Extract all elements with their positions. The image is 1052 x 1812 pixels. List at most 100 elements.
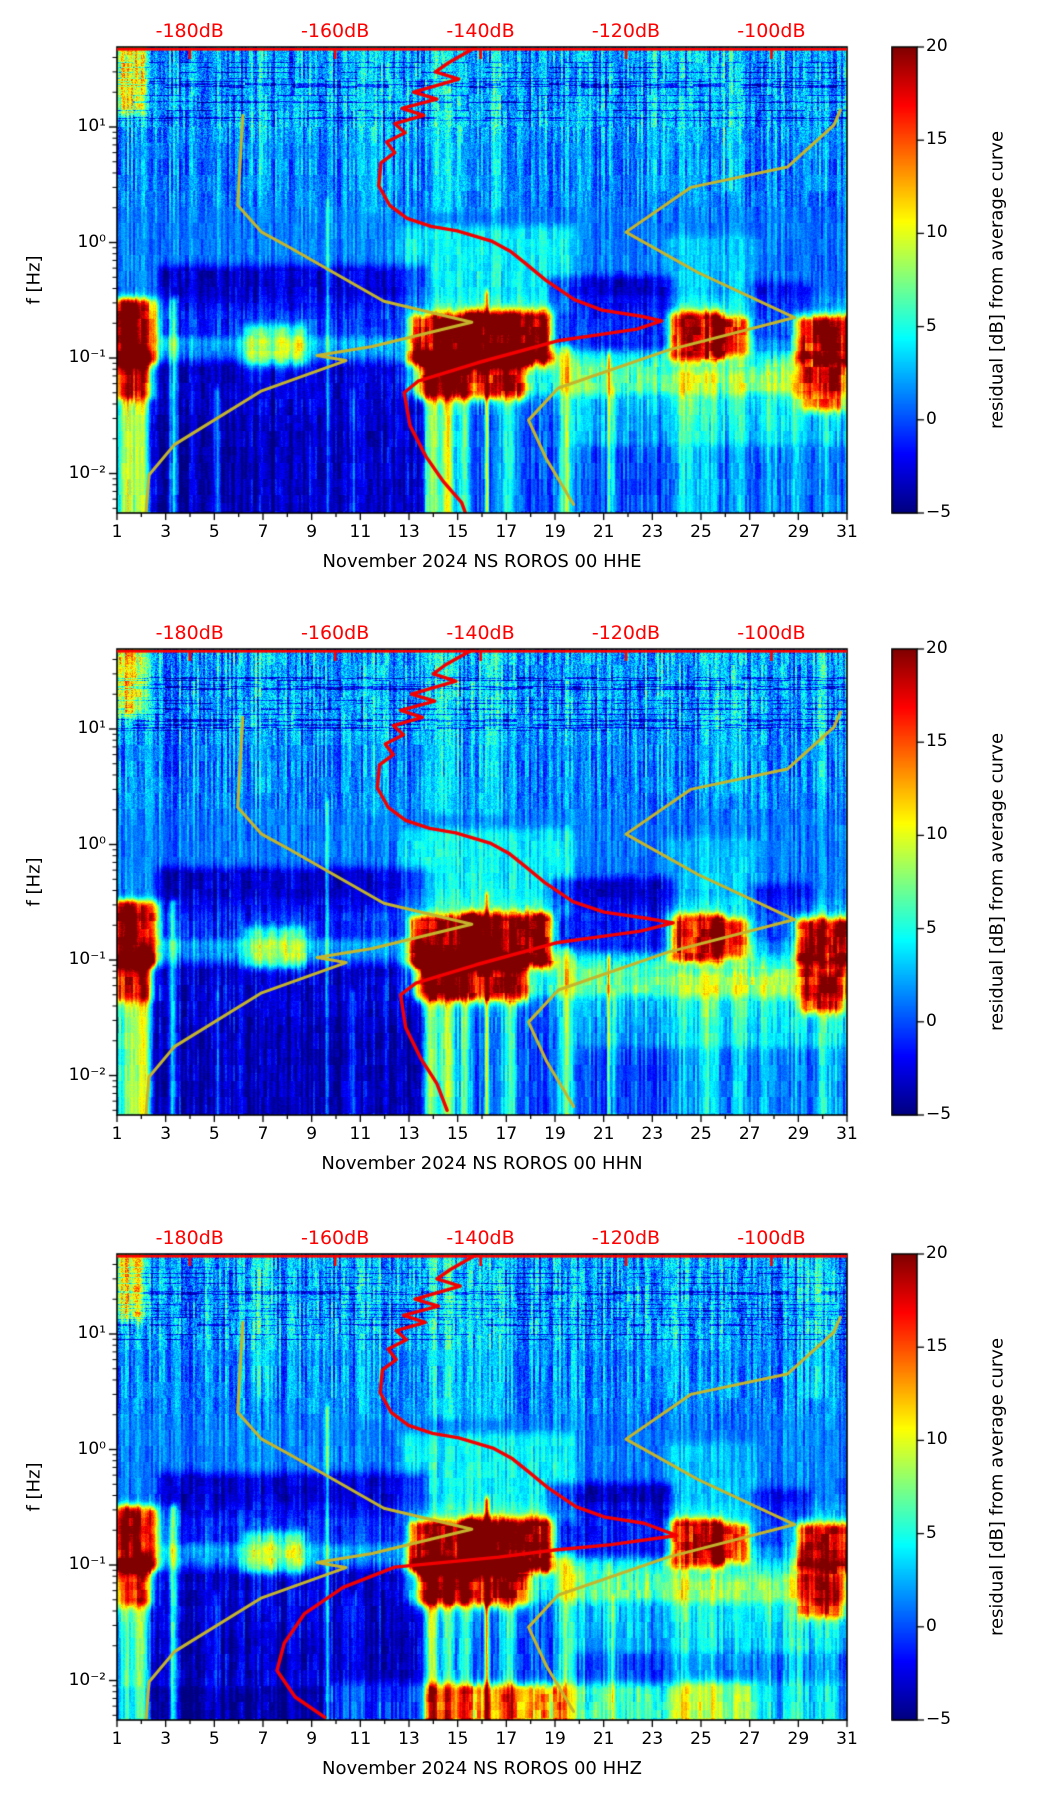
x-axis-tick-label: 1 bbox=[111, 1729, 123, 1749]
x-axis-tick-label: 7 bbox=[257, 522, 269, 542]
figure-hhn: f [Hz] November 2024 NS ROROS 00 HHN res… bbox=[0, 602, 1052, 1207]
y-axis-label: f [Hz] bbox=[23, 1462, 45, 1512]
colorbar-tick-label: 20 bbox=[926, 638, 948, 658]
spectrogram-canvas-hhz bbox=[107, 1244, 857, 1730]
x-axis-label: November 2024 NS ROROS 00 HHN bbox=[321, 1153, 643, 1174]
top-axis-tick-label: -140dB bbox=[446, 20, 515, 42]
x-axis-tick-label: 3 bbox=[160, 1124, 172, 1144]
colorbar-tick-label: 5 bbox=[926, 315, 937, 336]
colorbar-tick-label: 5 bbox=[926, 917, 937, 938]
x-axis-tick-label: 31 bbox=[836, 1124, 858, 1144]
top-axis-tick-label: -180dB bbox=[155, 622, 224, 644]
x-axis-tick-label: 25 bbox=[690, 1729, 712, 1749]
x-axis-tick-label: 19 bbox=[544, 522, 566, 542]
y-axis-tick-label: 10¹ bbox=[77, 116, 106, 136]
x-axis-tick-label: 15 bbox=[446, 1729, 469, 1749]
x-axis-tick-label: 5 bbox=[208, 522, 220, 542]
x-axis-tick-label: 13 bbox=[398, 522, 420, 542]
top-axis-tick-label: -140dB bbox=[446, 1227, 515, 1249]
x-axis-tick-label: 25 bbox=[690, 522, 712, 542]
colorbar-tick-label: 20 bbox=[926, 1243, 948, 1263]
x-axis-tick-label: 27 bbox=[738, 1124, 761, 1144]
x-axis-tick-label: 17 bbox=[495, 1124, 518, 1144]
y-axis-tick-label: 10⁻² bbox=[68, 1064, 106, 1085]
x-axis-tick-label: 27 bbox=[738, 522, 761, 542]
x-axis-tick-label: 1 bbox=[111, 522, 123, 542]
x-axis-tick-label: 17 bbox=[495, 522, 518, 542]
colorbar-tick-label: 0 bbox=[926, 1010, 937, 1031]
x-axis-tick-label: 23 bbox=[641, 1729, 664, 1749]
x-axis-tick-label: 9 bbox=[306, 522, 318, 542]
x-axis-tick-label: 23 bbox=[641, 522, 664, 542]
x-axis-tick-label: 9 bbox=[306, 1729, 318, 1749]
y-axis-tick-label: 10¹ bbox=[77, 718, 106, 738]
y-axis-tick-label: 10⁻¹ bbox=[68, 1554, 106, 1575]
top-axis-tick-label: -100dB bbox=[737, 622, 806, 644]
top-axis-tick-label: -160dB bbox=[301, 1227, 370, 1249]
x-axis-tick-label: 15 bbox=[446, 1124, 469, 1144]
x-axis-tick-label: 27 bbox=[738, 1729, 761, 1749]
x-axis-tick-label: 15 bbox=[446, 522, 469, 542]
x-axis-tick-label: 7 bbox=[257, 1729, 269, 1749]
top-axis-tick-label: -160dB bbox=[301, 622, 370, 644]
x-axis-tick-label: 23 bbox=[641, 1124, 664, 1144]
top-axis-tick-label: -120dB bbox=[591, 622, 661, 644]
top-axis-tick-label: -180dB bbox=[155, 20, 224, 42]
top-axis-tick-label: -140dB bbox=[446, 622, 515, 644]
colorbar-label: residual [dB] from average curve bbox=[986, 732, 1008, 1032]
top-axis-tick-label: -120dB bbox=[591, 20, 661, 42]
colorbar-tick-label: 0 bbox=[926, 408, 937, 429]
y-axis-tick-label: 10¹ bbox=[77, 1323, 106, 1343]
x-axis-tick-label: 17 bbox=[495, 1729, 518, 1749]
x-axis-tick-label: 3 bbox=[160, 522, 172, 542]
colorbar-tick-label: 5 bbox=[926, 1522, 937, 1543]
y-axis-tick-label: 10⁻² bbox=[68, 462, 106, 483]
x-axis-tick-label: 11 bbox=[349, 522, 372, 542]
figure-hhz: f [Hz] November 2024 NS ROROS 00 HHZ res… bbox=[0, 1207, 1052, 1812]
top-axis-tick-label: -180dB bbox=[155, 1227, 224, 1249]
x-axis-tick-label: 25 bbox=[690, 1124, 712, 1144]
colorbar-tick-label: 20 bbox=[926, 36, 948, 56]
y-axis-label: f [Hz] bbox=[23, 857, 45, 907]
x-axis-tick-label: 11 bbox=[349, 1124, 372, 1144]
y-axis-label: f [Hz] bbox=[23, 255, 45, 305]
x-axis-tick-label: 29 bbox=[787, 1729, 810, 1749]
y-axis-tick-label: 10⁻¹ bbox=[68, 949, 106, 970]
x-axis-tick-label: 5 bbox=[208, 1729, 220, 1749]
colorbar-tick-label: 10 bbox=[926, 1429, 948, 1450]
spectrogram-canvas-hhe bbox=[107, 37, 857, 523]
x-axis-tick-label: 3 bbox=[160, 1729, 172, 1749]
colorbar-label: residual [dB] from average curve bbox=[986, 130, 1008, 430]
x-axis-tick-label: 11 bbox=[349, 1729, 372, 1749]
colorbar-tick-label: 15 bbox=[926, 731, 948, 752]
x-axis-tick-label: 31 bbox=[836, 522, 858, 542]
colorbar-tick-label: 0 bbox=[926, 1615, 937, 1636]
colorbar-tick-label: 10 bbox=[926, 824, 948, 845]
x-axis-tick-label: 1 bbox=[111, 1124, 123, 1144]
x-axis-tick-label: 19 bbox=[544, 1124, 566, 1144]
colorbar-tick-label: −5 bbox=[926, 1104, 952, 1124]
x-axis-tick-label: 9 bbox=[306, 1124, 318, 1144]
x-axis-label: November 2024 NS ROROS 00 HHE bbox=[322, 551, 642, 572]
x-axis-tick-label: 21 bbox=[592, 1124, 615, 1144]
top-axis-tick-label: -160dB bbox=[301, 20, 370, 42]
figure-hhe: f [Hz] November 2024 NS ROROS 00 HHE res… bbox=[0, 0, 1052, 605]
top-axis-tick-label: -120dB bbox=[591, 1227, 661, 1249]
x-axis-label: November 2024 NS ROROS 00 HHZ bbox=[321, 1758, 643, 1779]
x-axis-tick-label: 13 bbox=[398, 1729, 420, 1749]
y-axis-tick-label: 10⁻² bbox=[68, 1669, 106, 1690]
x-axis-tick-label: 21 bbox=[592, 522, 615, 542]
top-axis-tick-label: -100dB bbox=[737, 1227, 806, 1249]
y-axis-tick-label: 10⁰ bbox=[77, 833, 106, 854]
x-axis-tick-label: 19 bbox=[544, 1729, 566, 1749]
x-axis-tick-label: 5 bbox=[208, 1124, 220, 1144]
colorbar-canvas-hhz bbox=[891, 1244, 936, 1730]
colorbar-tick-label: −5 bbox=[926, 1709, 952, 1729]
colorbar-tick-label: −5 bbox=[926, 502, 952, 522]
x-axis-tick-label: 13 bbox=[398, 1124, 420, 1144]
colorbar-tick-label: 10 bbox=[926, 222, 948, 243]
y-axis-tick-label: 10⁻¹ bbox=[68, 347, 106, 368]
y-axis-tick-label: 10⁰ bbox=[77, 1438, 106, 1459]
colorbar-tick-label: 15 bbox=[926, 1336, 948, 1357]
